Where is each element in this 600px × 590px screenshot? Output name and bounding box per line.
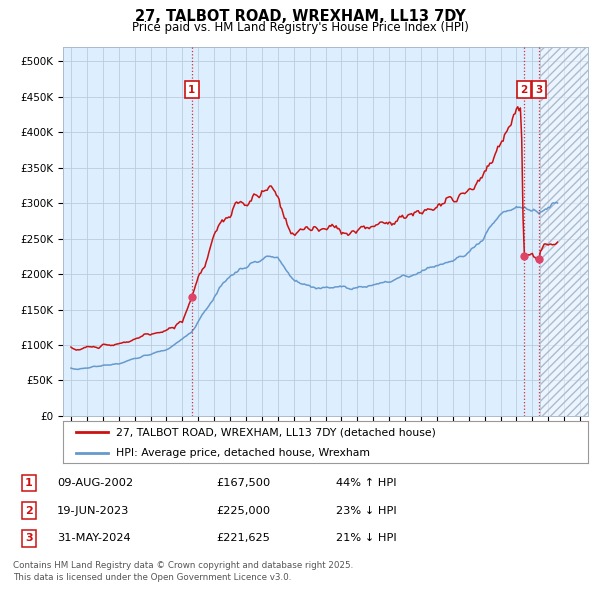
Text: 2: 2 [25,506,32,516]
Text: 1: 1 [25,478,32,488]
Text: 21% ↓ HPI: 21% ↓ HPI [336,533,397,543]
Text: 31-MAY-2024: 31-MAY-2024 [57,533,131,543]
Text: 09-AUG-2002: 09-AUG-2002 [57,478,133,488]
Text: £221,625: £221,625 [216,533,270,543]
Text: Price paid vs. HM Land Registry's House Price Index (HPI): Price paid vs. HM Land Registry's House … [131,21,469,34]
Text: HPI: Average price, detached house, Wrexham: HPI: Average price, detached house, Wrex… [115,448,370,457]
Text: £225,000: £225,000 [216,506,270,516]
Text: 27, TALBOT ROAD, WREXHAM, LL13 7DY (detached house): 27, TALBOT ROAD, WREXHAM, LL13 7DY (deta… [115,427,436,437]
Text: 44% ↑ HPI: 44% ↑ HPI [336,478,397,488]
Text: 27, TALBOT ROAD, WREXHAM, LL13 7DY: 27, TALBOT ROAD, WREXHAM, LL13 7DY [134,9,466,24]
Text: 3: 3 [535,84,542,94]
Bar [540,47,588,416]
Text: 23% ↓ HPI: 23% ↓ HPI [336,506,397,516]
Text: £167,500: £167,500 [216,478,270,488]
Text: 2: 2 [520,84,527,94]
Text: 3: 3 [25,533,32,543]
Text: 19-JUN-2023: 19-JUN-2023 [57,506,130,516]
Bar [540,47,588,416]
Text: 1: 1 [188,84,196,94]
Text: Contains HM Land Registry data © Crown copyright and database right 2025.
This d: Contains HM Land Registry data © Crown c… [13,561,353,582]
